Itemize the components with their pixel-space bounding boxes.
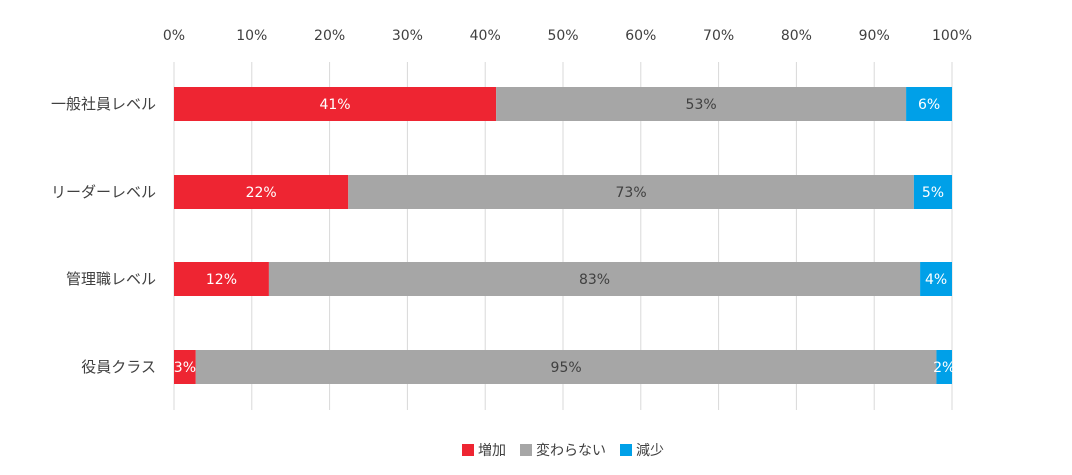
- category-label: 管理職レベル: [66, 270, 156, 288]
- x-tick-label: 0%: [163, 28, 185, 44]
- data-label: 22%: [246, 185, 277, 201]
- x-tick-label: 90%: [859, 28, 890, 44]
- legend-item: 減少: [620, 442, 664, 459]
- bar-segment: [195, 350, 937, 384]
- legend: 増加 変わらない 減少: [462, 442, 664, 459]
- bar-segment: [174, 350, 196, 384]
- x-tick-label: 70%: [703, 28, 734, 44]
- bar-segment: [268, 262, 921, 296]
- bars: 41% 53% 6% 22% 73% 5% 12% 83% 4% 3% 95% 2%: [174, 87, 955, 384]
- bar-segment: [920, 262, 952, 296]
- x-tick-label: 50%: [547, 28, 578, 44]
- legend-item: 増加: [462, 443, 506, 459]
- category-label: 役員クラス: [81, 358, 156, 376]
- data-label: 2%: [933, 360, 955, 376]
- x-tick-label: 60%: [625, 28, 656, 44]
- category-label: 一般社員レベル: [51, 95, 156, 113]
- legend-item: 変わらない: [520, 442, 606, 459]
- bar-segment: [496, 87, 907, 121]
- legend-swatch: [620, 444, 632, 456]
- bar-segment: [913, 175, 952, 209]
- x-tick-label: 40%: [470, 28, 501, 44]
- data-label: 83%: [579, 272, 610, 288]
- legend-label: 増加: [478, 443, 506, 459]
- data-label: 6%: [918, 97, 940, 113]
- bar-segment: [348, 175, 914, 209]
- bar-segment: [174, 175, 349, 209]
- data-label: 53%: [686, 97, 717, 113]
- legend-label: 減少: [636, 442, 664, 459]
- data-label: 4%: [925, 272, 947, 288]
- bar-segment: [174, 87, 497, 121]
- data-label: 5%: [922, 185, 944, 201]
- x-tick-label: 100%: [932, 28, 972, 44]
- legend-swatch: [520, 444, 532, 456]
- data-label: 12%: [206, 272, 237, 288]
- x-axis-ticks: 0% 10% 20% 30% 40% 50% 60% 70% 80% 90% 100%: [163, 28, 972, 44]
- data-label: 3%: [174, 360, 196, 376]
- bar-segment: [936, 350, 952, 384]
- bar-segment: [174, 262, 269, 296]
- x-tick-label: 80%: [781, 28, 812, 44]
- data-label: 41%: [319, 97, 350, 113]
- x-tick-label: 30%: [392, 28, 423, 44]
- category-label: リーダーレベル: [51, 183, 156, 201]
- data-label: 73%: [616, 185, 647, 201]
- data-label: 95%: [551, 360, 582, 376]
- legend-label: 変わらない: [536, 442, 606, 459]
- x-tick-label: 10%: [236, 28, 267, 44]
- x-tick-label: 20%: [314, 28, 345, 44]
- legend-swatch: [462, 444, 474, 456]
- bar-segment: [906, 87, 952, 121]
